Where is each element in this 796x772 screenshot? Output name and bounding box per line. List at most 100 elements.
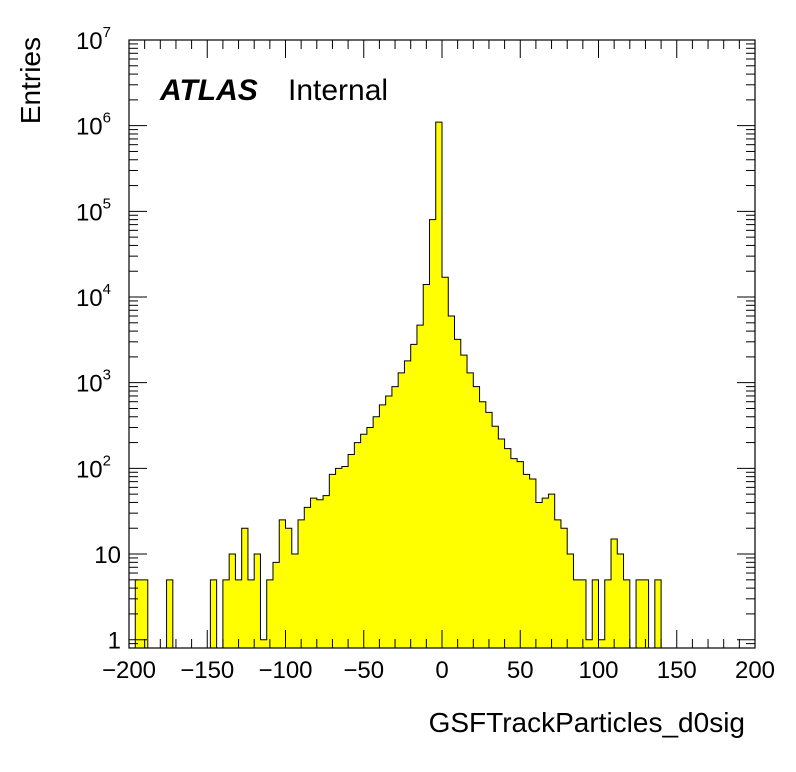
histogram-bin — [404, 360, 411, 648]
histogram-bin — [348, 454, 355, 648]
histogram-bin — [241, 528, 249, 648]
histogram-bin — [291, 554, 299, 648]
histogram-bin — [373, 416, 380, 648]
histogram-bin — [272, 562, 280, 648]
histogram-bin — [329, 474, 336, 648]
histogram-bin — [266, 579, 274, 648]
x-tick-label: −50 — [343, 657, 384, 684]
histogram-bin — [135, 579, 142, 648]
atlas-label: ATLAS — [159, 74, 258, 107]
histogram-bin — [498, 439, 505, 648]
x-tick-label: 100 — [578, 657, 618, 684]
histogram-bin — [398, 372, 405, 648]
y-axis-ticks — [129, 39, 755, 649]
x-tick-label: −100 — [258, 657, 312, 684]
internal-label: Internal — [288, 74, 388, 107]
y-axis-tick-labels: 1 10 102 103 104 105 106 107 — [76, 24, 121, 655]
histogram-bin — [585, 639, 593, 648]
histogram-bin — [467, 372, 474, 648]
histogram-bin — [166, 579, 174, 648]
y-tick-label: 10 — [94, 542, 121, 569]
y-tick-label: 102 — [76, 452, 111, 483]
histogram-bin — [229, 554, 236, 648]
histogram-bin — [366, 427, 374, 648]
histogram-bin — [141, 579, 149, 648]
histogram-bin — [460, 355, 468, 648]
histogram-bin — [298, 519, 305, 648]
histogram-bin — [592, 579, 599, 648]
histogram-bin — [210, 579, 217, 648]
x-tick-label: −200 — [102, 657, 156, 684]
histogram-bin — [492, 426, 499, 648]
histogram-bin — [554, 519, 562, 648]
histogram-bin — [454, 339, 462, 648]
histogram-bin — [542, 498, 549, 648]
histogram-bin — [642, 579, 649, 648]
histogram-bin — [279, 519, 286, 648]
histogram-bin — [535, 502, 543, 648]
histogram-bin — [611, 538, 618, 648]
y-tick-label: 105 — [76, 195, 111, 226]
x-axis-tick-labels: −200 −150 −100 −50 0 50 100 150 200 — [102, 657, 775, 684]
histogram-bin — [654, 579, 662, 648]
histogram-bin — [517, 461, 524, 648]
y-tick-label: 103 — [76, 367, 111, 398]
histogram-bin — [304, 507, 311, 648]
histogram-bins — [135, 122, 662, 648]
histogram-bin — [323, 495, 330, 648]
histogram-bin — [341, 466, 349, 648]
histogram-bin — [604, 579, 612, 648]
histogram-bin — [504, 448, 512, 648]
histogram-bin — [416, 325, 424, 648]
histogram-bin — [335, 468, 343, 648]
histogram-bin — [260, 639, 268, 648]
histogram-bin — [523, 474, 530, 648]
x-tick-label: 200 — [735, 657, 775, 684]
histogram-bin — [310, 498, 318, 648]
histogram-bin — [485, 412, 493, 648]
histogram-bin — [579, 579, 587, 648]
histogram-bin — [448, 316, 455, 648]
histogram-bin — [222, 579, 230, 648]
histogram-bin — [617, 554, 624, 648]
histogram-bin — [254, 554, 261, 648]
histogram-bin — [379, 404, 386, 648]
histogram-bin — [235, 579, 242, 648]
histogram-bin — [316, 499, 324, 648]
histogram-bin — [385, 395, 393, 648]
x-tick-label: 150 — [657, 657, 697, 684]
histogram-bin — [573, 579, 581, 648]
histogram-bin — [429, 219, 437, 648]
histogram-bin — [560, 528, 568, 648]
histogram-bin — [479, 401, 487, 648]
x-tick-label: −150 — [180, 657, 234, 684]
histogram-bin — [247, 579, 255, 648]
x-axis-ticks — [128, 40, 756, 648]
histogram-bin — [623, 579, 631, 648]
histogram-bin — [510, 458, 518, 648]
histogram-outline — [134, 121, 693, 649]
histogram-bin — [529, 479, 537, 648]
histogram-bin — [598, 639, 606, 648]
y-tick-label: 106 — [76, 110, 111, 141]
y-tick-label: 1 — [108, 628, 121, 655]
histogram-bin — [442, 277, 449, 648]
histogram-bin — [473, 386, 480, 648]
x-tick-label: 0 — [435, 657, 448, 684]
x-tick-label: 50 — [507, 657, 534, 684]
y-axis-label: Entries — [15, 37, 46, 124]
histogram-bin — [360, 434, 368, 648]
histogram-bin — [354, 442, 361, 648]
histogram-bin — [285, 528, 293, 648]
y-tick-label: 107 — [76, 24, 111, 55]
histogram-bin — [435, 122, 443, 648]
histogram-bin — [391, 386, 399, 648]
y-tick-label: 104 — [76, 281, 111, 312]
histogram-bin — [636, 579, 643, 648]
x-axis-label: GSFTrackParticles_d0sig — [429, 707, 745, 738]
histogram-bin — [567, 554, 574, 648]
histogram-bin — [548, 494, 555, 648]
histogram-bin — [423, 284, 430, 648]
histogram-bin — [410, 344, 418, 648]
